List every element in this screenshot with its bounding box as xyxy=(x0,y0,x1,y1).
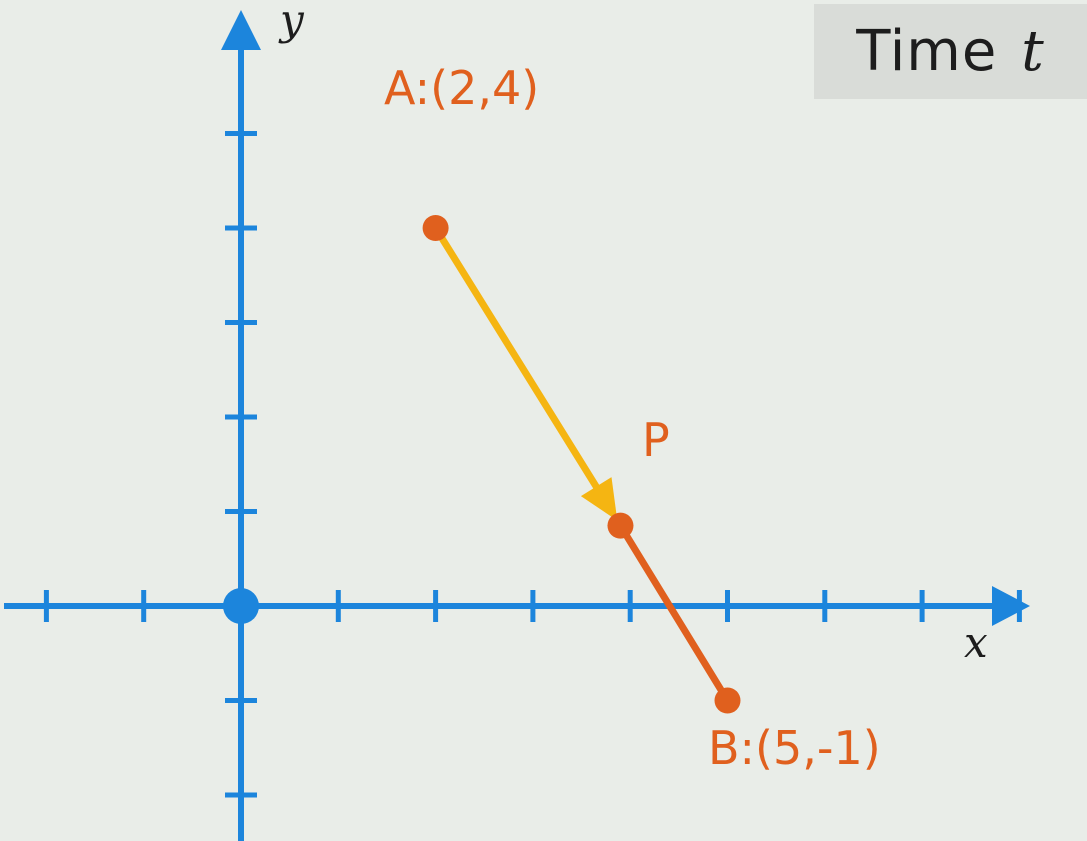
labels: y x A:(2,4) B:(5,-1) P xyxy=(278,0,988,775)
y-axis-arrow-icon xyxy=(221,10,261,50)
x-axis-arrow-icon xyxy=(992,586,1030,626)
segments xyxy=(432,224,731,704)
point-b-label: B:(5,-1) xyxy=(708,721,881,775)
y-axis-label: y xyxy=(278,0,305,44)
vector-a-to-p xyxy=(432,224,600,491)
x-axis-label: x xyxy=(964,618,988,667)
time-variable: t xyxy=(1021,19,1045,84)
origin-point xyxy=(223,588,259,624)
time-label: Time xyxy=(856,19,998,84)
point-a xyxy=(422,215,449,241)
points xyxy=(422,215,741,714)
axes xyxy=(4,10,1030,841)
point-b xyxy=(714,687,741,714)
time-box: Time t xyxy=(814,4,1087,99)
point-p xyxy=(607,512,634,539)
vector-arrowhead-icon xyxy=(580,477,618,521)
point-a-label: A:(2,4) xyxy=(384,61,539,115)
point-p-label: P xyxy=(642,413,670,467)
segment-p-to-b xyxy=(616,522,731,704)
